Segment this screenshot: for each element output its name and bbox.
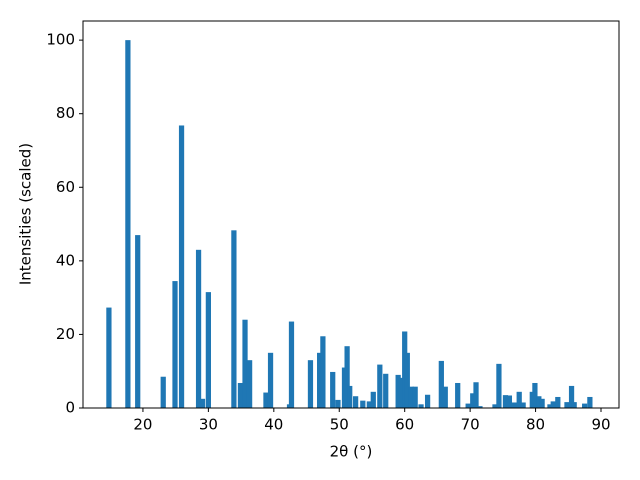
x-tick-label: 30	[199, 416, 218, 434]
bar	[307, 360, 314, 408]
bar	[370, 391, 376, 408]
bar	[330, 371, 336, 408]
bar	[231, 230, 237, 408]
bar	[199, 398, 206, 408]
bar	[506, 395, 513, 408]
bar	[125, 40, 131, 409]
bar	[246, 360, 253, 408]
bar	[587, 396, 593, 408]
bar	[516, 391, 522, 408]
bar	[418, 404, 424, 408]
bar	[320, 336, 326, 408]
bar	[317, 352, 323, 408]
bar	[263, 392, 269, 408]
x-tick-label: 60	[395, 416, 414, 434]
bar	[267, 352, 274, 408]
bar	[242, 319, 248, 408]
bar	[555, 396, 561, 408]
bar	[568, 385, 575, 408]
bar	[442, 386, 448, 408]
bar	[455, 382, 461, 408]
bar	[344, 346, 350, 408]
bar	[383, 373, 389, 408]
bar	[160, 376, 166, 408]
x-axis-label: 2θ (°)	[330, 443, 373, 461]
bar	[564, 402, 570, 408]
axes-frame	[82, 20, 620, 409]
y-axis-label: Intensities (scaled)	[17, 143, 35, 285]
x-tick-label: 90	[591, 416, 610, 434]
y-tick-label: 100	[46, 31, 75, 49]
bar	[288, 321, 295, 408]
bar	[582, 403, 588, 408]
bar	[398, 377, 405, 408]
bar	[438, 360, 444, 408]
bar	[412, 386, 418, 408]
plot-area	[106, 40, 593, 409]
bar	[352, 396, 359, 408]
bar	[360, 400, 366, 408]
bar	[404, 352, 410, 408]
x-tick-label: 40	[264, 416, 283, 434]
bar	[532, 382, 538, 408]
bar	[135, 235, 141, 408]
bar	[377, 364, 383, 408]
bar	[424, 394, 431, 408]
bar	[550, 401, 556, 408]
bar	[520, 402, 526, 408]
bar	[366, 401, 372, 408]
bar	[529, 391, 535, 408]
bar	[470, 393, 476, 408]
x-tick-label: 70	[461, 416, 480, 434]
x-tick-label: 20	[133, 416, 152, 434]
bar	[335, 399, 341, 408]
bar	[172, 281, 178, 408]
bar	[477, 406, 483, 408]
y-tick-label: 80	[56, 104, 75, 122]
bar	[465, 403, 471, 408]
y-tick-label: 60	[56, 178, 75, 196]
bar	[408, 386, 414, 408]
bar	[539, 398, 545, 408]
x-tick-label: 80	[526, 416, 545, 434]
bar	[395, 374, 401, 408]
bar	[536, 396, 542, 408]
bar	[502, 395, 509, 408]
bar	[473, 382, 479, 408]
bar	[512, 402, 518, 408]
bar	[205, 292, 211, 408]
bar	[571, 402, 577, 408]
bar	[496, 363, 502, 408]
bar	[106, 307, 112, 408]
bar	[492, 404, 498, 408]
x-tick-label: 50	[330, 416, 349, 434]
y-tick-label: 40	[56, 251, 75, 269]
y-tick-label: 0	[65, 399, 75, 417]
y-tick-label: 20	[56, 325, 75, 343]
bar	[195, 249, 202, 408]
bar	[178, 125, 185, 409]
bar	[402, 331, 408, 408]
bar	[547, 404, 553, 408]
bar	[347, 385, 353, 408]
bar	[237, 382, 244, 408]
